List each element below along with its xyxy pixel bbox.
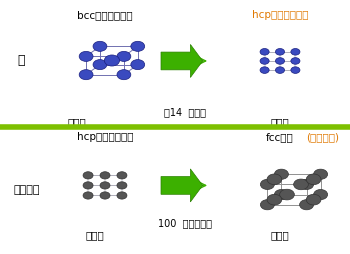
Circle shape (117, 172, 127, 179)
Circle shape (131, 60, 145, 70)
Circle shape (100, 182, 110, 189)
FancyArrow shape (161, 169, 203, 202)
Text: 低圧相: 低圧相 (68, 117, 86, 127)
Circle shape (291, 67, 300, 73)
Circle shape (83, 182, 93, 189)
Circle shape (117, 51, 131, 61)
Circle shape (117, 182, 127, 189)
Circle shape (291, 58, 300, 64)
Text: hcp構造：非磁性: hcp構造：非磁性 (252, 10, 308, 20)
Circle shape (100, 172, 110, 179)
Circle shape (314, 169, 328, 179)
Text: hcp構造：強磁性: hcp構造：強磁性 (77, 132, 133, 142)
Circle shape (83, 172, 93, 179)
Circle shape (104, 55, 120, 66)
Circle shape (117, 192, 127, 199)
Text: 低圧相: 低圧相 (85, 230, 104, 240)
Circle shape (260, 67, 269, 73)
Text: ～14  万気圧: ～14 万気圧 (164, 107, 206, 117)
Text: コバルト: コバルト (14, 185, 41, 196)
Text: bcc構造：強磁性: bcc構造：強磁性 (77, 10, 133, 20)
Circle shape (260, 58, 269, 64)
Circle shape (117, 70, 131, 80)
Circle shape (306, 194, 321, 205)
Circle shape (275, 49, 285, 55)
Circle shape (260, 49, 269, 55)
Circle shape (93, 60, 107, 70)
Circle shape (274, 189, 288, 200)
Circle shape (300, 179, 314, 189)
Circle shape (79, 70, 93, 80)
Circle shape (275, 58, 285, 64)
Text: 高圧相: 高圧相 (271, 117, 289, 127)
Circle shape (294, 179, 308, 190)
Circle shape (274, 169, 288, 179)
Circle shape (79, 51, 93, 61)
Circle shape (280, 189, 294, 200)
Circle shape (275, 67, 285, 73)
Text: 高圧相: 高圧相 (271, 230, 289, 240)
Text: 100  万気圧以上: 100 万気圧以上 (159, 218, 212, 228)
Circle shape (131, 41, 145, 51)
Circle shape (267, 194, 282, 205)
Circle shape (260, 179, 274, 189)
Circle shape (100, 192, 110, 199)
Circle shape (267, 174, 282, 185)
Circle shape (93, 41, 107, 51)
Text: 鉄: 鉄 (18, 54, 25, 68)
Circle shape (306, 174, 321, 185)
Circle shape (83, 192, 93, 199)
Circle shape (314, 189, 328, 200)
FancyArrow shape (161, 44, 203, 77)
Text: fcc構造: fcc構造 (266, 132, 294, 142)
Circle shape (300, 200, 314, 210)
Text: (非磁性？): (非磁性？) (306, 132, 339, 142)
Circle shape (291, 49, 300, 55)
Circle shape (260, 200, 274, 210)
